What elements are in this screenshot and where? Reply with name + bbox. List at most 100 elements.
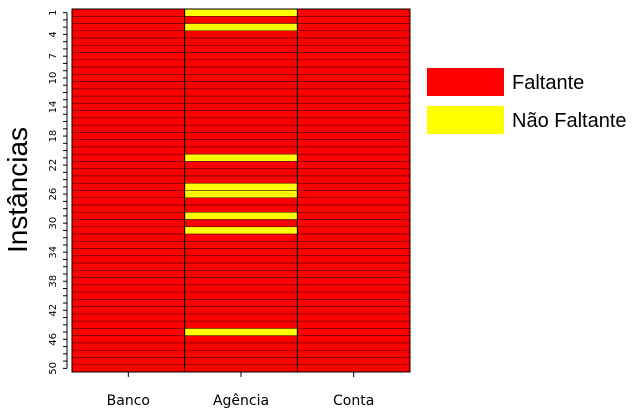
heatmap-cell <box>184 320 298 329</box>
heatmap-cell <box>71 299 185 307</box>
heatmap-cell <box>297 146 411 155</box>
heatmap-cell <box>297 16 411 24</box>
heatmap-cell <box>184 204 298 213</box>
heatmap-cell <box>297 299 411 307</box>
heatmap-cell <box>71 212 185 220</box>
heatmap-cell <box>297 175 411 184</box>
heatmap-cell <box>71 124 185 133</box>
x-tick-label: Conta <box>333 393 374 409</box>
heatmap-cell <box>71 117 185 126</box>
heatmap-cell <box>184 219 298 228</box>
heatmap-cell <box>184 16 298 24</box>
heatmap-cell <box>184 117 298 126</box>
heatmap-cell <box>71 153 185 162</box>
heatmap-cell <box>297 291 411 300</box>
y-tick-label: 10 <box>48 72 59 85</box>
heatmap-cell <box>184 255 298 264</box>
heatmap-cell <box>184 299 298 307</box>
heatmap-cell <box>71 306 185 315</box>
y-tick-label: 1 <box>48 9 59 15</box>
heatmap-cell <box>297 277 411 286</box>
heatmap-cell <box>184 37 298 46</box>
heatmap-cell <box>71 52 185 61</box>
heatmap-cell <box>184 8 298 17</box>
heatmap-cell <box>297 23 411 32</box>
heatmap-cell <box>71 277 185 286</box>
heatmap-cell <box>71 233 185 242</box>
heatmap-cell <box>184 233 298 242</box>
heatmap-cell <box>71 241 185 249</box>
legend-swatch <box>427 106 504 134</box>
y-tick-label: 18 <box>48 130 59 143</box>
heatmap-cell <box>297 342 411 351</box>
heatmap-cell <box>184 132 298 140</box>
heatmap-cell <box>184 335 298 344</box>
x-tick-label: Banco <box>107 393 150 409</box>
heatmap-cell <box>71 175 185 184</box>
heatmap-cell <box>71 357 185 365</box>
y-tick-label: 50 <box>48 362 59 375</box>
heatmap-cell <box>184 364 298 373</box>
y-tick-label: 38 <box>48 275 59 288</box>
heatmap-cell <box>71 204 185 213</box>
heatmap-cell <box>297 117 411 126</box>
heatmap-cell <box>71 23 185 32</box>
heatmap-cell <box>297 241 411 249</box>
heatmap-cell <box>71 190 185 199</box>
heatmap-cell <box>71 139 185 148</box>
heatmap-cell <box>71 168 185 177</box>
heatmap-cell <box>184 342 298 351</box>
y-axis-label: Instâncias <box>2 127 33 253</box>
heatmap-cell <box>71 342 185 351</box>
heatmap-cell <box>297 103 411 111</box>
heatmap-cell <box>297 335 411 344</box>
y-tick-label: 7 <box>48 53 59 59</box>
heatmap-cell <box>297 255 411 264</box>
heatmap-cell <box>297 226 411 235</box>
heatmap-cell <box>184 52 298 61</box>
heatmap-cell <box>297 182 411 191</box>
heatmap-cell <box>297 110 411 119</box>
heatmap-cell <box>184 284 298 293</box>
heatmap-cell <box>297 161 411 169</box>
heatmap-cell <box>184 30 298 39</box>
heatmap-cell <box>184 175 298 184</box>
heatmap-cell <box>297 81 411 90</box>
heatmap-cell <box>184 74 298 82</box>
heatmap-cell <box>71 364 185 373</box>
heatmap-cell <box>184 153 298 162</box>
heatmap-cell <box>71 45 185 53</box>
heatmap-cell <box>184 168 298 177</box>
y-tick-label: 22 <box>48 159 59 172</box>
heatmap-cell <box>71 110 185 119</box>
heatmap-cell <box>297 306 411 315</box>
heatmap-cell <box>71 248 185 257</box>
heatmap-cell <box>297 284 411 293</box>
legend-label: Faltante <box>512 72 584 94</box>
heatmap-cell <box>297 88 411 97</box>
heatmap-cell <box>184 212 298 220</box>
heatmap-cell <box>184 81 298 90</box>
heatmap-cell <box>297 37 411 46</box>
heatmap-cell <box>184 277 298 286</box>
heatmap-cell <box>297 95 411 104</box>
heatmap-cell <box>297 349 411 358</box>
heatmap-cell <box>297 357 411 365</box>
heatmap-cell <box>71 255 185 264</box>
heatmap-cell <box>184 306 298 315</box>
heatmap-cell <box>71 74 185 82</box>
heatmap-cell <box>297 45 411 53</box>
heatmap-cell <box>184 313 298 322</box>
y-tick-label: 46 <box>48 333 59 346</box>
heatmap-cell <box>71 197 185 206</box>
heatmap-cell <box>184 262 298 271</box>
heatmap-cell <box>184 291 298 300</box>
y-tick-label: 4 <box>48 31 59 37</box>
heatmap-cell <box>184 124 298 133</box>
heatmap-cell <box>297 204 411 213</box>
x-axis: Banco Agência Conta <box>107 372 374 409</box>
y-tick-label: 42 <box>48 304 59 317</box>
heatmap-cell <box>184 241 298 249</box>
heatmap-cell <box>297 52 411 61</box>
heatmap-cell <box>297 74 411 82</box>
